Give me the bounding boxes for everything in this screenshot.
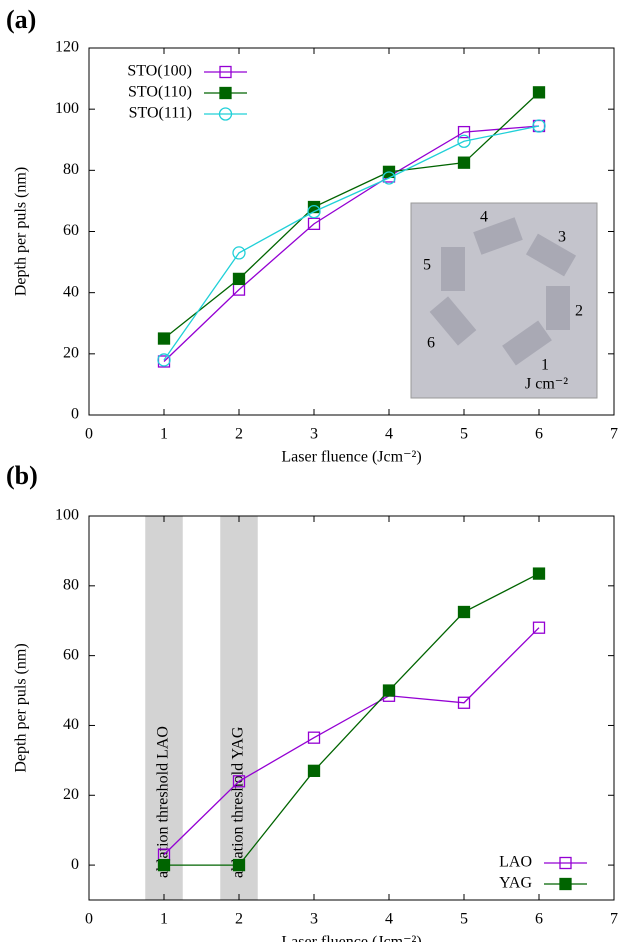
data-point <box>532 86 546 99</box>
plot-frame <box>88 515 615 901</box>
y-axis-label: Depth per puls (nm) <box>13 167 30 296</box>
data-point <box>307 731 321 744</box>
x-axis-label: Laser fluence (Jcm⁻²) <box>281 449 421 466</box>
series-line <box>163 627 540 856</box>
y-tick-label: 100 <box>55 507 79 524</box>
y-tick-label: 120 <box>55 39 79 56</box>
legend-label: LAO <box>499 854 532 871</box>
y-tick-label: 60 <box>63 222 79 239</box>
inset-label: 1 <box>541 357 549 374</box>
data-point <box>532 621 546 634</box>
y-tick-label: 0 <box>71 856 79 873</box>
x-tick-label: 5 <box>460 426 468 443</box>
data-point <box>457 125 471 139</box>
data-point <box>232 246 246 260</box>
x-tick-label: 0 <box>85 426 93 443</box>
inset-label: 2 <box>575 303 583 320</box>
x-axis-label: Laser fluence (Jcm⁻²) <box>281 934 421 942</box>
series-line <box>163 125 540 362</box>
y-axis-label: Depth per puls (nm) <box>13 643 30 772</box>
legend-label: STO(111) <box>129 105 192 122</box>
data-point <box>532 119 546 133</box>
inset-label: 5 <box>423 257 431 274</box>
series-line <box>163 91 540 340</box>
data-point <box>382 171 396 185</box>
data-point <box>457 156 471 169</box>
data-point <box>307 217 321 231</box>
inset-photo: 1 2 3 4 5 6 J cm⁻² <box>410 202 598 399</box>
x-tick-label: 3 <box>310 426 318 443</box>
data-point <box>307 764 321 777</box>
series-line <box>163 125 540 361</box>
data-point <box>457 134 471 148</box>
legend-marker <box>219 86 232 100</box>
x-tick-label: 6 <box>535 426 543 443</box>
x-tick-label: 7 <box>610 426 618 443</box>
panel-label: (a) <box>6 5 36 34</box>
threshold-band <box>220 516 258 900</box>
y-tick-label: 80 <box>63 576 79 593</box>
x-tick-label: 5 <box>460 911 468 928</box>
legend-label: STO(100) <box>127 63 192 80</box>
data-point <box>307 200 321 214</box>
threshold-band <box>145 516 183 900</box>
x-tick-label: 3 <box>310 911 318 928</box>
y-tick-label: 0 <box>71 406 79 423</box>
inset-label: 3 <box>558 229 566 246</box>
inset-unit: J cm⁻² <box>525 376 568 393</box>
data-point <box>457 696 471 709</box>
data-point <box>232 858 246 872</box>
legend-label: STO(110) <box>128 84 192 101</box>
data-point <box>457 605 471 619</box>
x-tick-label: 6 <box>535 911 543 928</box>
x-tick-label: 4 <box>385 426 393 443</box>
y-tick-label: 40 <box>63 283 79 300</box>
data-point <box>157 332 171 345</box>
data-point <box>232 775 246 788</box>
y-tick-label: 20 <box>63 786 79 803</box>
x-tick-label: 0 <box>85 911 93 928</box>
data-point <box>157 353 171 367</box>
legend-marker <box>219 65 232 79</box>
inset-label: 4 <box>480 209 488 226</box>
x-tick-label: 1 <box>160 911 168 928</box>
x-tick-label: 4 <box>385 911 393 928</box>
data-point <box>382 684 396 697</box>
x-tick-label: 1 <box>160 426 168 443</box>
y-tick-label: 80 <box>63 161 79 178</box>
y-tick-label: 100 <box>55 100 79 117</box>
y-tick-label: 40 <box>63 716 79 733</box>
legend-marker <box>559 856 572 870</box>
data-point <box>532 567 546 580</box>
x-tick-label: 2 <box>235 426 243 443</box>
x-tick-label: 2 <box>235 911 243 928</box>
data-point <box>232 272 246 286</box>
data-point <box>157 858 171 872</box>
legend-marker <box>559 877 572 891</box>
band-label: ablation threshold YAG <box>230 726 247 878</box>
series-line <box>164 573 540 866</box>
y-tick-label: 20 <box>63 345 79 362</box>
band-label: ablation threshold LAO <box>155 726 172 878</box>
inset-label: 6 <box>427 335 435 352</box>
y-tick-label: 60 <box>63 646 79 663</box>
x-tick-label: 7 <box>610 911 618 928</box>
legend-marker <box>218 107 233 121</box>
legend-label: YAG <box>499 875 532 892</box>
panel-label: (b) <box>6 461 38 490</box>
data-point <box>307 204 321 219</box>
